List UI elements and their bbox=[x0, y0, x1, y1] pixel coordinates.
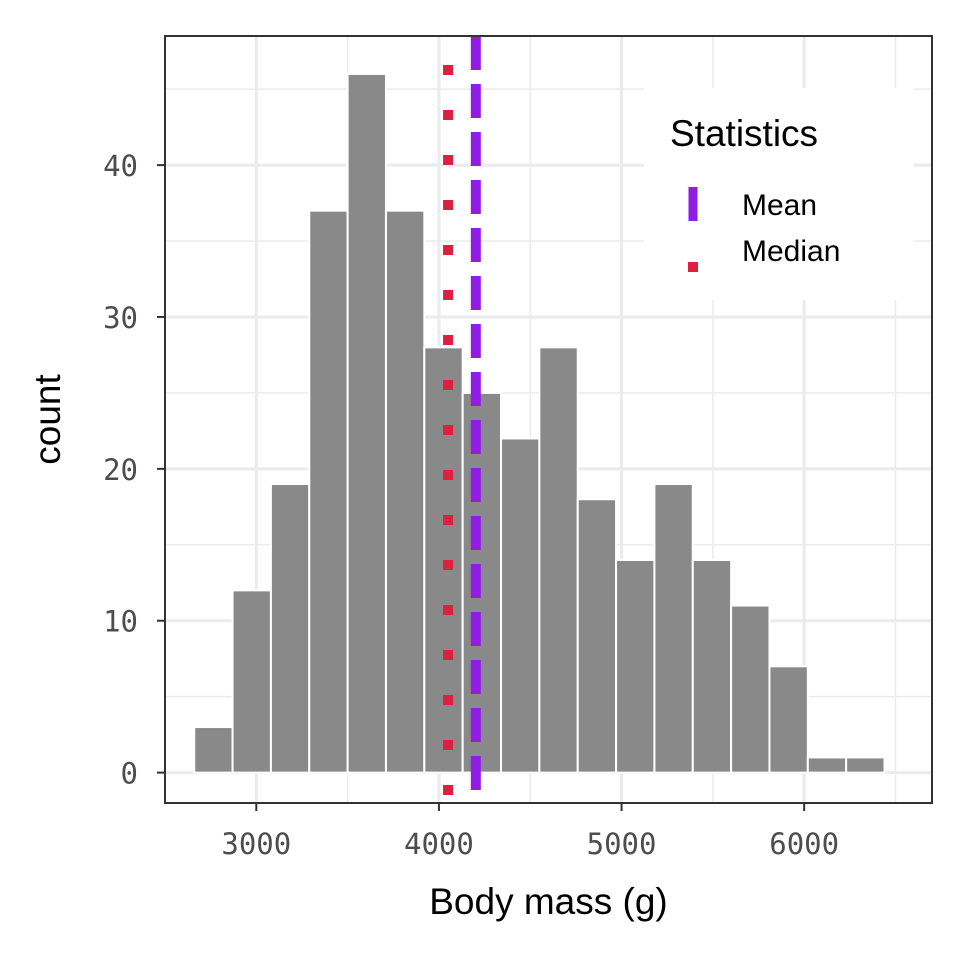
histogram-bar bbox=[461, 391, 503, 774]
x-tick-label: 5000 bbox=[587, 827, 657, 861]
histogram-bar bbox=[538, 346, 579, 774]
histogram-bar bbox=[806, 756, 848, 774]
x-tick-label: 3000 bbox=[221, 827, 291, 861]
histogram-bar bbox=[308, 209, 349, 774]
histogram-bar bbox=[615, 558, 656, 774]
legend-label-mean: Mean bbox=[742, 189, 817, 222]
histogram-bar bbox=[576, 498, 618, 774]
y-tick-label: 40 bbox=[103, 149, 138, 183]
histogram-bar bbox=[231, 589, 272, 774]
legend-label-median: Median bbox=[742, 235, 840, 268]
y-tick-label: 10 bbox=[103, 605, 138, 639]
histogram-bar bbox=[730, 604, 771, 774]
histogram-bar bbox=[653, 483, 694, 774]
legend-title: Statistics bbox=[670, 113, 818, 154]
reference-lines bbox=[443, 36, 481, 803]
histogram-bar bbox=[384, 209, 426, 774]
histogram-bar bbox=[691, 558, 733, 774]
histogram-bar bbox=[346, 72, 387, 774]
histogram-bar bbox=[193, 726, 234, 774]
y-axis-title: count bbox=[27, 374, 68, 465]
histogram-bars bbox=[193, 72, 886, 774]
histogram-bar bbox=[269, 483, 311, 774]
histogram-bar bbox=[500, 437, 541, 774]
x-tick-label: 4000 bbox=[404, 827, 474, 861]
plot-panel-border bbox=[164, 35, 933, 804]
y-tick-label: 30 bbox=[103, 301, 138, 335]
y-tick-label: 20 bbox=[103, 453, 138, 487]
y-tick-label: 0 bbox=[121, 757, 138, 791]
axes: 3000 4000 5000 6000 0 10 20 30 40 bbox=[103, 149, 839, 861]
histogram-bar bbox=[423, 346, 464, 774]
x-axis-title: Body mass (g) bbox=[429, 881, 668, 922]
histogram-bar bbox=[768, 665, 809, 774]
x-tick-label: 6000 bbox=[769, 827, 839, 861]
legend-key-median bbox=[688, 262, 698, 272]
legend: Statistics Mean Median bbox=[644, 88, 914, 300]
histogram-bar bbox=[845, 756, 886, 774]
